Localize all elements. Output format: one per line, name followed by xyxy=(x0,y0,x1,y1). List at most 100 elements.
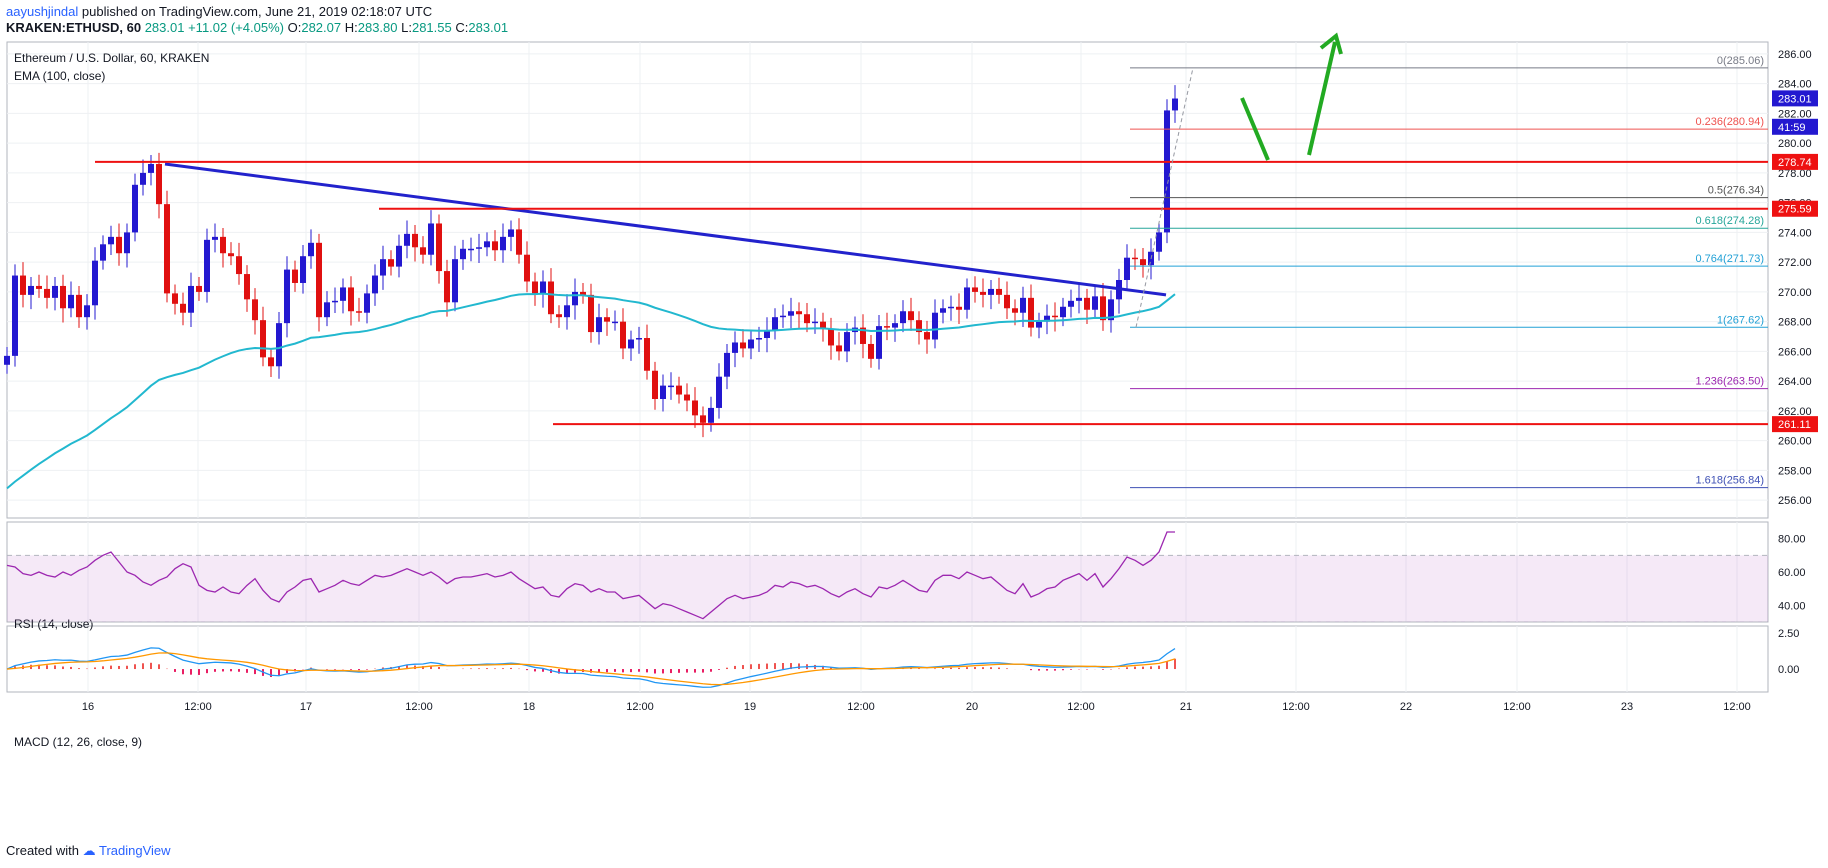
candle-body xyxy=(316,242,322,318)
close-value: 283.01 xyxy=(468,20,509,35)
candle-body xyxy=(4,355,10,365)
rsi-title: RSI (14, close) xyxy=(14,617,93,631)
candle-body xyxy=(620,321,626,349)
candle-body xyxy=(388,259,394,267)
candle-body xyxy=(972,287,978,292)
candle-body xyxy=(100,244,106,261)
y-tick-label: 282.00 xyxy=(1778,108,1812,120)
candle-body xyxy=(1092,296,1098,310)
candle-body xyxy=(380,259,386,276)
x-tick-label: 12:00 xyxy=(1503,701,1531,713)
candle-body xyxy=(820,321,826,330)
candle-body xyxy=(1036,321,1042,328)
candle-body xyxy=(700,415,706,423)
y-tick-label: 264.00 xyxy=(1778,376,1812,388)
candle-body xyxy=(1140,259,1146,266)
up-arrow-head-icon xyxy=(1319,32,1343,55)
candle-body xyxy=(812,321,818,324)
rsi-y-tick-label: 80.00 xyxy=(1778,534,1806,546)
y-tick-label: 286.00 xyxy=(1778,49,1812,61)
fib-level-label: 0.236(280.94) xyxy=(1696,116,1765,128)
candle-body xyxy=(532,281,538,294)
up-arrow-line xyxy=(1307,41,1337,156)
candle-body xyxy=(956,306,962,310)
candle-body xyxy=(60,285,66,309)
candle-body xyxy=(636,338,642,340)
candle-body xyxy=(228,253,234,257)
y-tick-label: 260.00 xyxy=(1778,436,1812,448)
candle-body xyxy=(660,385,666,399)
tradingview-logo-icon: ☁ xyxy=(82,843,96,858)
candle-body xyxy=(1052,315,1058,318)
candle-body xyxy=(892,323,898,328)
main-title: Ethereum / U.S. Dollar, 60, KRAKEN xyxy=(14,51,209,65)
candle-body xyxy=(556,314,562,318)
author-link[interactable]: aayushjindal xyxy=(6,4,79,19)
macd-y-tick-label: 0.00 xyxy=(1778,664,1799,676)
candle-body xyxy=(876,326,882,359)
candle-body xyxy=(868,343,874,359)
main-pane-frame xyxy=(6,41,1769,519)
chart-header: aayushjindal published on TradingView.co… xyxy=(6,4,508,36)
candle-body xyxy=(412,233,418,248)
candle-body xyxy=(332,300,338,303)
candle-body xyxy=(516,229,522,255)
rsi-y-tick-label: 60.00 xyxy=(1778,567,1806,579)
candle-body xyxy=(1044,315,1050,322)
candle-body xyxy=(860,327,866,344)
candle-body xyxy=(20,275,26,295)
x-tick-label: 22 xyxy=(1400,701,1412,713)
y-tick-label: 270.00 xyxy=(1778,287,1812,299)
ema-legend: EMA (100, close) xyxy=(14,69,105,83)
candle-body xyxy=(1172,98,1178,111)
candle-body xyxy=(356,311,362,313)
candle-body xyxy=(252,299,258,321)
candle-body xyxy=(260,320,266,358)
candle-body xyxy=(916,320,922,333)
rsi-line xyxy=(6,531,1175,620)
candle-body xyxy=(1100,296,1106,321)
close-label: C: xyxy=(455,20,469,35)
candle-body xyxy=(452,259,458,303)
candle-body xyxy=(132,184,138,233)
candle-body xyxy=(396,245,402,267)
candle-body xyxy=(196,285,202,292)
candle-body xyxy=(1084,297,1090,310)
price-axis-label: 261.11 xyxy=(1778,419,1811,431)
candle-body xyxy=(36,285,42,289)
high-label: H: xyxy=(344,20,358,35)
candle-body xyxy=(1076,297,1082,301)
candle-body xyxy=(404,233,410,246)
candle-body xyxy=(580,291,586,295)
candle-body xyxy=(180,303,186,313)
fib-level-label: 0.618(274.28) xyxy=(1696,215,1765,227)
created-with-text: Created with xyxy=(6,843,79,858)
candle-body xyxy=(292,269,298,283)
candle-body xyxy=(508,229,514,237)
candle-body xyxy=(540,281,546,294)
candle-body xyxy=(996,288,1002,295)
rsi-pane-frame xyxy=(6,521,1769,623)
candle-body xyxy=(308,242,314,257)
candle-body xyxy=(204,239,210,292)
x-tick-label: 12:00 xyxy=(184,701,212,713)
candle-body xyxy=(436,223,442,272)
candle-body xyxy=(1124,257,1130,280)
candle-body xyxy=(908,311,914,321)
tradingview-link[interactable]: TradingView xyxy=(99,843,171,858)
macd-title: MACD (12, 26, close, 9) xyxy=(14,735,142,749)
candle-body xyxy=(1156,232,1162,252)
macd-signal-line xyxy=(6,652,1176,686)
x-tick-label: 21 xyxy=(1180,701,1192,713)
candle-body xyxy=(372,275,378,294)
candle-body xyxy=(444,271,450,303)
candle-body xyxy=(980,291,986,295)
trading-chart[interactable]: 16 12:00 17 12:00 18 12:00 19 12:00 20 12:00 21 12:… xyxy=(0,0,1828,840)
x-tick-label: 12:00 xyxy=(847,701,875,713)
y-tick-label: 262.00 xyxy=(1778,406,1812,418)
candle-body xyxy=(524,254,530,282)
candle-body xyxy=(884,326,890,328)
candle-body xyxy=(988,288,994,295)
candle-body xyxy=(684,394,690,401)
candle-body xyxy=(772,317,778,331)
